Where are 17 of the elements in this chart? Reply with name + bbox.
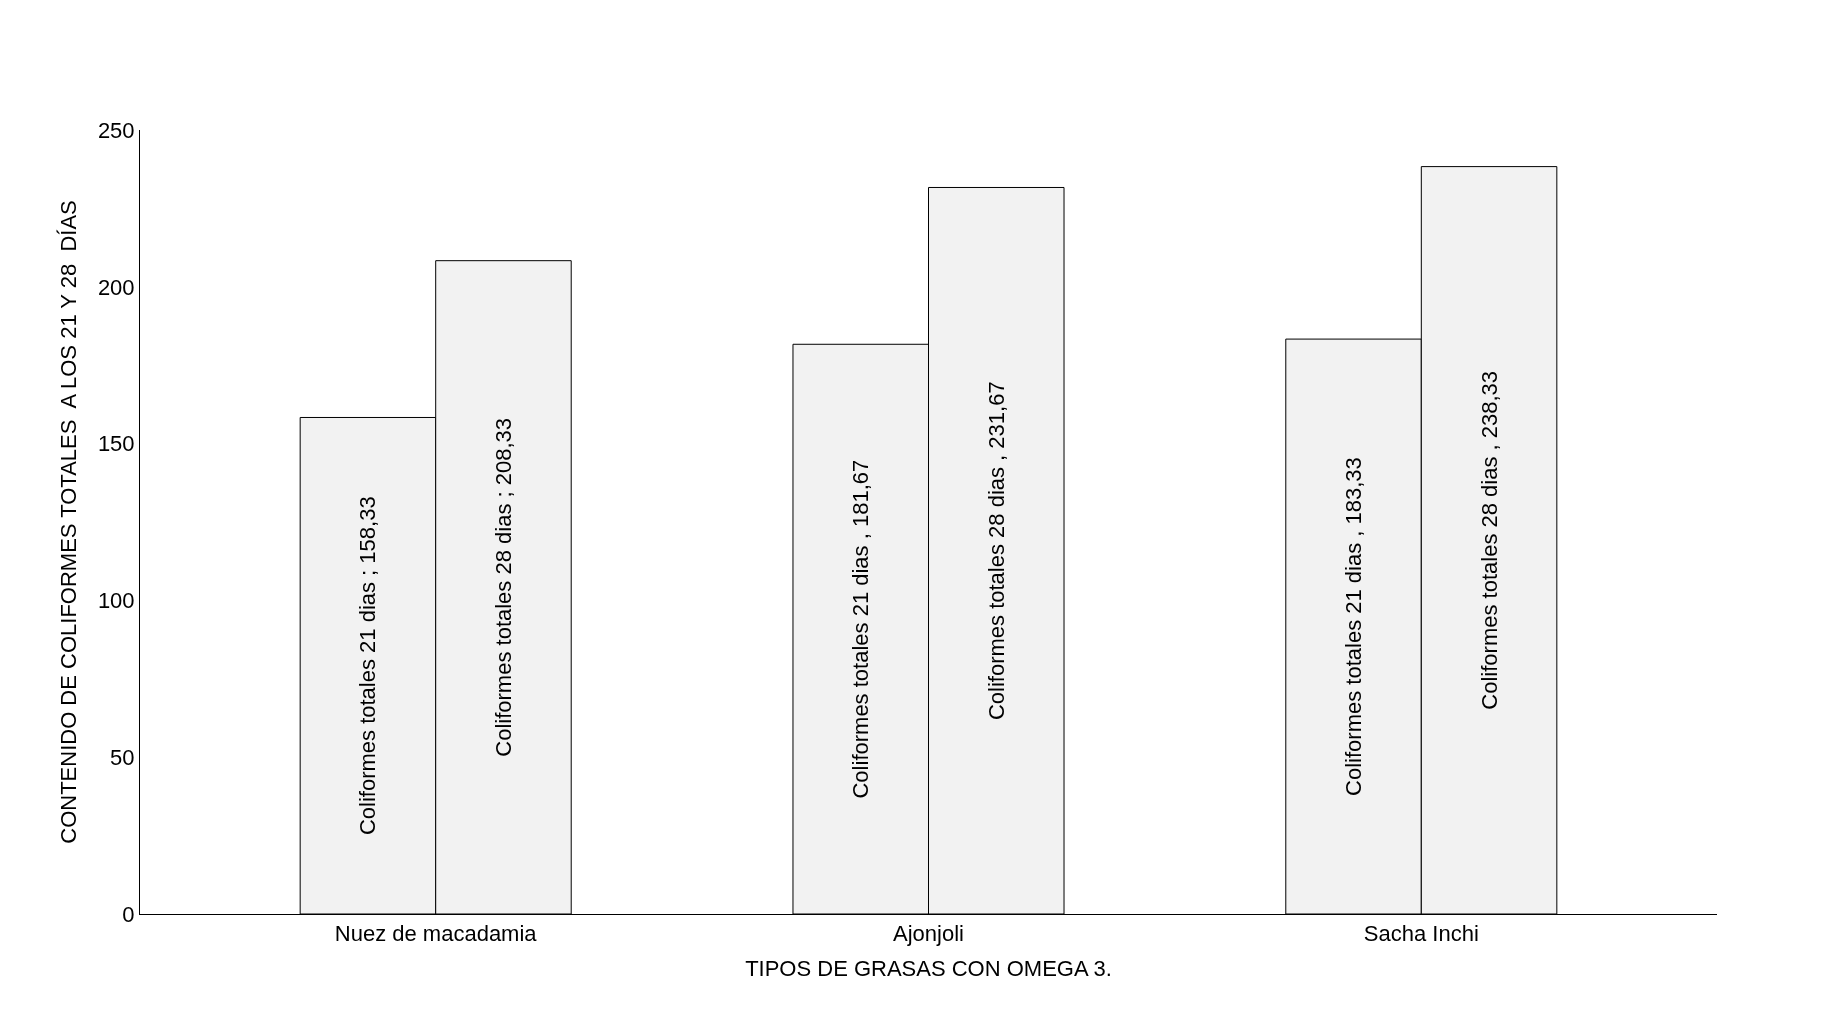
x-axis-title: TIPOS DE GRASAS CON OMEGA 3. [745,956,1112,982]
data-label: Coliformes totales 21 dias ; 158,33 [355,496,381,836]
y-tick-label: 200 [97,274,135,300]
data-label: Coliformes totales 28 dias ; 208,33 [490,417,516,757]
x-tick-label: Nuez de macadamia [334,921,538,947]
data-label: Coliformes totales 28 dias , 238,33 [1476,370,1502,710]
y-axis-title: CONTENIDO DE COLIFORMES TOTALES A LOS 21 Y 28 DÍAS [55,200,81,844]
x-tick-label: Sacha Inchi [1363,921,1479,947]
y-tick-label: 0 [122,901,135,927]
data-label: Coliformes totales 21 dias , 181,67 [848,459,874,799]
y-tick-label: 250 [97,117,135,143]
y-tick-label: 50 [110,744,135,770]
x-tick-label: Ajonjoli [893,921,964,947]
data-label: Coliformes totales 28 dias , 231,67 [983,381,1009,721]
data-label: Coliformes totales 21 dias , 183,33 [1341,457,1367,796]
y-tick-label: 100 [97,588,135,614]
y-tick-label: 150 [97,431,135,457]
